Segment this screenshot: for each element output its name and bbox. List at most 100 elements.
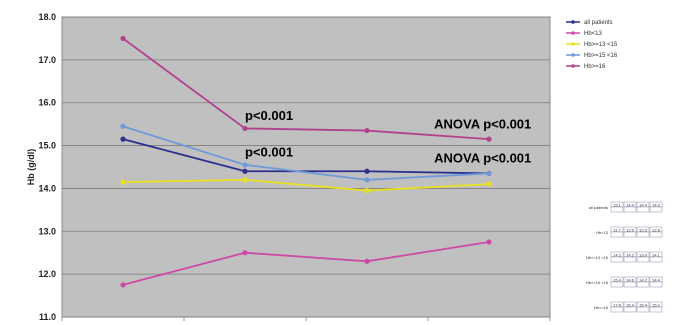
table-cell xyxy=(623,306,637,313)
plot-area xyxy=(61,16,551,318)
table-cell-value: 15.4 xyxy=(639,302,648,307)
series-line xyxy=(122,178,490,192)
table-row-label: Hb>=13 <15 xyxy=(586,255,609,260)
data-point xyxy=(120,35,126,42)
table-cell xyxy=(636,256,650,263)
y-tick-label: 15.0 xyxy=(38,141,56,151)
data-point xyxy=(364,168,370,174)
legend-entry: Hb>=15 <16 xyxy=(584,53,618,59)
data-point xyxy=(242,177,248,183)
table-cell xyxy=(649,231,663,238)
annotation-text: p<0.001 xyxy=(245,144,293,159)
table-cell-value: 12.5 xyxy=(626,227,635,232)
legend-marker xyxy=(571,42,575,46)
data-point xyxy=(486,170,492,177)
legend-marker xyxy=(571,20,575,24)
data-point xyxy=(120,136,126,142)
series-line xyxy=(122,37,490,141)
series-line xyxy=(122,125,490,181)
series-line xyxy=(122,241,490,286)
data-point xyxy=(242,168,248,174)
table-row-label: all patients xyxy=(589,205,608,210)
table-row-label: Hb<13 xyxy=(596,230,609,235)
y-tick-label: 17.0 xyxy=(38,55,56,65)
y-tick-label: 18.0 xyxy=(38,12,56,22)
data-point xyxy=(486,181,492,187)
table-cell-value: 14.4 xyxy=(652,277,661,282)
table-cell-value: 15.1 xyxy=(613,202,622,207)
y-tick-label: 14.0 xyxy=(38,183,56,193)
annotation-text: ANOVA p<0.001 xyxy=(434,116,531,131)
table-cell-value: 14.2 xyxy=(613,252,622,257)
legend: all patients Hb<13 Hb>=13 <15 Hb>=15 <16 Hb>… xyxy=(566,20,618,70)
series-lines xyxy=(120,35,492,288)
table-cell xyxy=(623,281,637,288)
data-point xyxy=(364,187,370,194)
data-point xyxy=(242,250,248,256)
y-tick-label: 13.0 xyxy=(38,226,56,236)
table-cell-value: 15.4 xyxy=(626,302,635,307)
y-tick-label: 16.0 xyxy=(38,98,56,108)
legend-entry: Hb>=13 <15 xyxy=(584,42,618,48)
legend-entry: all patients xyxy=(584,20,613,26)
data-point xyxy=(120,179,126,185)
table-cell-value: 14.3 xyxy=(652,202,661,207)
table-cell xyxy=(610,306,624,313)
grid-lines xyxy=(61,16,551,321)
y-tick-label: 12.0 xyxy=(38,269,56,279)
annotation-text: p<0.001 xyxy=(245,108,293,123)
table-cell-value: 14.4 xyxy=(639,202,648,207)
table-cell xyxy=(636,281,650,288)
table-cell-value: 14.1 xyxy=(652,252,661,257)
data-point xyxy=(242,162,248,168)
data-point xyxy=(120,282,126,288)
legend-marker xyxy=(571,64,575,68)
table-cell-value: 14.6 xyxy=(626,277,635,282)
table-cell-value: 11.7 xyxy=(613,227,621,232)
table-cell-value: 17.5 xyxy=(613,302,622,307)
legend-marker xyxy=(571,31,575,35)
table-cell xyxy=(610,281,624,288)
table-cell-value: 14.2 xyxy=(626,252,635,257)
table-cell xyxy=(623,256,637,263)
table-cell-value: 13.9 xyxy=(639,252,648,257)
table-cell xyxy=(636,231,650,238)
table-cell xyxy=(649,256,663,263)
legend-marker xyxy=(571,53,575,57)
summary-table: all patients 15.1 14.4 14.4 14.3 Hb<13 11.7 12.… xyxy=(586,201,663,313)
table-cell xyxy=(623,231,637,238)
table-cell xyxy=(649,306,663,313)
table-cell-value: 15.4 xyxy=(613,277,622,282)
table-cell xyxy=(649,206,663,213)
annotation-text: ANOVA p<0.001 xyxy=(434,151,531,166)
table-row-label: Hb>=16 xyxy=(594,305,609,310)
data-point xyxy=(364,258,370,264)
data-point xyxy=(242,125,248,132)
table-cell xyxy=(610,256,624,263)
data-point xyxy=(120,123,126,129)
data-point xyxy=(486,239,492,245)
table-row-label: Hb>=15 <16 xyxy=(586,280,609,285)
data-point xyxy=(486,136,492,142)
table-cell-value: 12.3 xyxy=(639,227,648,232)
table-cell-value: 12.8 xyxy=(652,227,661,232)
legend-entry: Hb>=16 xyxy=(584,64,606,70)
legend-entry: Hb<13 xyxy=(584,31,603,37)
table-cell xyxy=(623,206,637,213)
annotations: p<0.001 ANOVA p<0.001 p<0.001 ANOVA p<0.001 xyxy=(245,108,531,166)
y-tick-labels: 11.0 12.0 13.0 14.0 15.0 16.0 17.0 18.0 xyxy=(38,12,56,322)
table-cell xyxy=(636,206,650,213)
y-tick-label: 11.0 xyxy=(39,312,56,322)
data-point xyxy=(364,177,370,183)
table-cell xyxy=(636,306,650,313)
table-cell-value: 14.4 xyxy=(626,202,635,207)
table-cell xyxy=(610,206,624,213)
series-line xyxy=(122,138,490,175)
table-cell-value: 15.2 xyxy=(652,302,661,307)
data-point xyxy=(364,127,370,134)
y-axis-label: Hb (g/dl) xyxy=(26,149,36,186)
table-cell xyxy=(610,231,624,238)
table-cell-value: 14.2 xyxy=(639,277,648,282)
table-cell xyxy=(649,281,663,288)
